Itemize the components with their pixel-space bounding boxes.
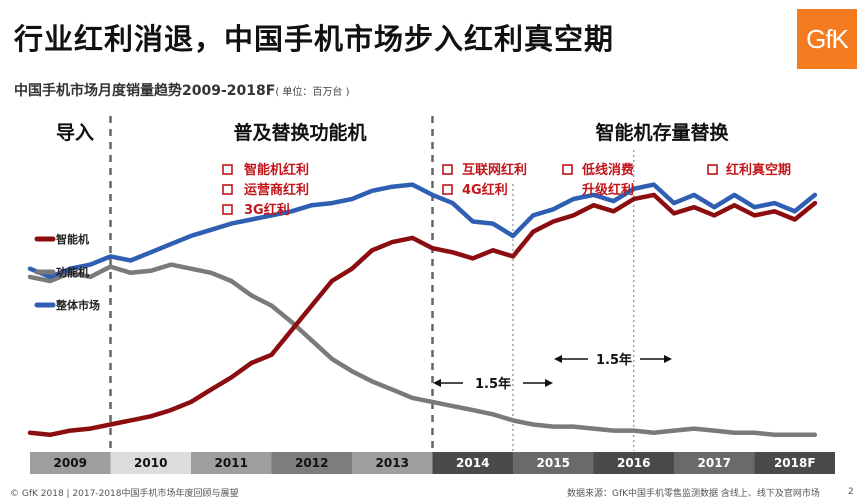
driver-label: 4G红利	[462, 182, 508, 198]
interval-label: 1.5年	[596, 352, 632, 368]
year-tick-label: 2016	[617, 456, 650, 470]
phase-label-smart-replacement: 智能机存量替换	[595, 121, 729, 144]
year-tick-label: 2010	[134, 456, 167, 470]
arrow-left-icon	[554, 355, 562, 363]
year-cell	[513, 452, 594, 474]
copyright-text: © GfK 2018 | 2017-2018中国手机市场年度回顾与展望	[10, 489, 239, 499]
phase-label-feature-replacement: 普及替换功能机	[233, 121, 366, 144]
year-tick-label: 2011	[215, 456, 248, 470]
driver-group-3: 低线消费 升级红利	[562, 162, 634, 198]
bullet-square-icon	[222, 184, 233, 195]
driver-label: 红利真空期	[726, 162, 791, 178]
year-cell	[271, 452, 352, 474]
year-tick-label: 2015	[537, 456, 570, 470]
driver-group-2: 互联网红利 4G红利	[442, 162, 527, 198]
year-cell	[191, 452, 272, 474]
legend-label-feature-phone: 功能机	[56, 265, 89, 279]
driver-label: 运营商红利	[244, 182, 309, 198]
data-source-text: 数据来源：GfK中国手机零售监测数据 含线上、线下及官网市场	[567, 489, 820, 499]
bullet-square-icon	[442, 184, 453, 195]
driver-label: 3G红利	[244, 202, 290, 218]
bullet-square-icon	[707, 164, 718, 175]
series-line-feature-phone	[27, 262, 818, 438]
chart-title: 中国手机市场月度销量趋势2009-2018F( 单位：百万台 )	[14, 80, 349, 100]
interval-annotation-1: 1.5年	[433, 376, 553, 392]
year-tick-label: 2018F	[774, 456, 816, 470]
series-lines	[27, 182, 818, 438]
bullet-square-icon	[222, 164, 233, 175]
driver-group-4: 红利真空期	[707, 162, 791, 178]
bullet-square-icon	[442, 164, 453, 175]
driver-label: 低线消费	[581, 162, 634, 178]
year-tick-label: 2009	[54, 456, 87, 470]
interval-annotation-2: 1.5年	[554, 352, 672, 368]
year-cell	[110, 452, 191, 474]
arrow-left-icon	[433, 379, 441, 387]
gfk-logo: GfK	[797, 9, 857, 69]
year-cell	[30, 452, 111, 474]
bullet-square-icon	[222, 204, 233, 215]
page-number: 2	[848, 487, 854, 497]
year-tick-label: 2017	[698, 456, 731, 470]
year-cell	[352, 452, 433, 474]
year-cell	[674, 452, 755, 474]
legend-label-smartphone: 智能机	[56, 232, 89, 246]
interval-label: 1.5年	[475, 376, 511, 392]
page-title: 行业红利消退，中国手机市场步入红利真空期	[14, 22, 615, 56]
arrow-right-icon	[664, 355, 672, 363]
chart-title-text: 中国手机市场月度销量趋势2009-2018F	[14, 83, 276, 99]
year-cell	[593, 452, 674, 474]
driver-label: 智能机红利	[244, 162, 309, 178]
driver-label: 升级红利	[582, 182, 634, 198]
series-line-smartphone	[27, 192, 818, 438]
arrow-right-icon	[545, 379, 553, 387]
driver-label: 互联网红利	[462, 162, 527, 178]
bullet-square-icon	[562, 164, 573, 175]
year-cell	[432, 452, 513, 474]
year-tick-label: 2014	[456, 456, 489, 470]
chart-unit: ( 单位：百万台 )	[275, 87, 350, 98]
driver-group-1: 智能机红利 运营商红利 3G红利	[222, 162, 309, 218]
year-axis: 2009 2010 2011 2012 2013 2014 2015 2016 2017 2018…	[30, 452, 835, 474]
legend: 智能机 功能机 整体市场	[34, 232, 100, 312]
phase-label-intro: 导入	[56, 122, 94, 144]
series-line-total-market	[27, 182, 818, 280]
legend-label-total-market: 整体市场	[55, 298, 100, 312]
year-tick-label: 2012	[295, 456, 328, 470]
year-cell	[754, 452, 835, 474]
year-tick-label: 2013	[376, 456, 409, 470]
